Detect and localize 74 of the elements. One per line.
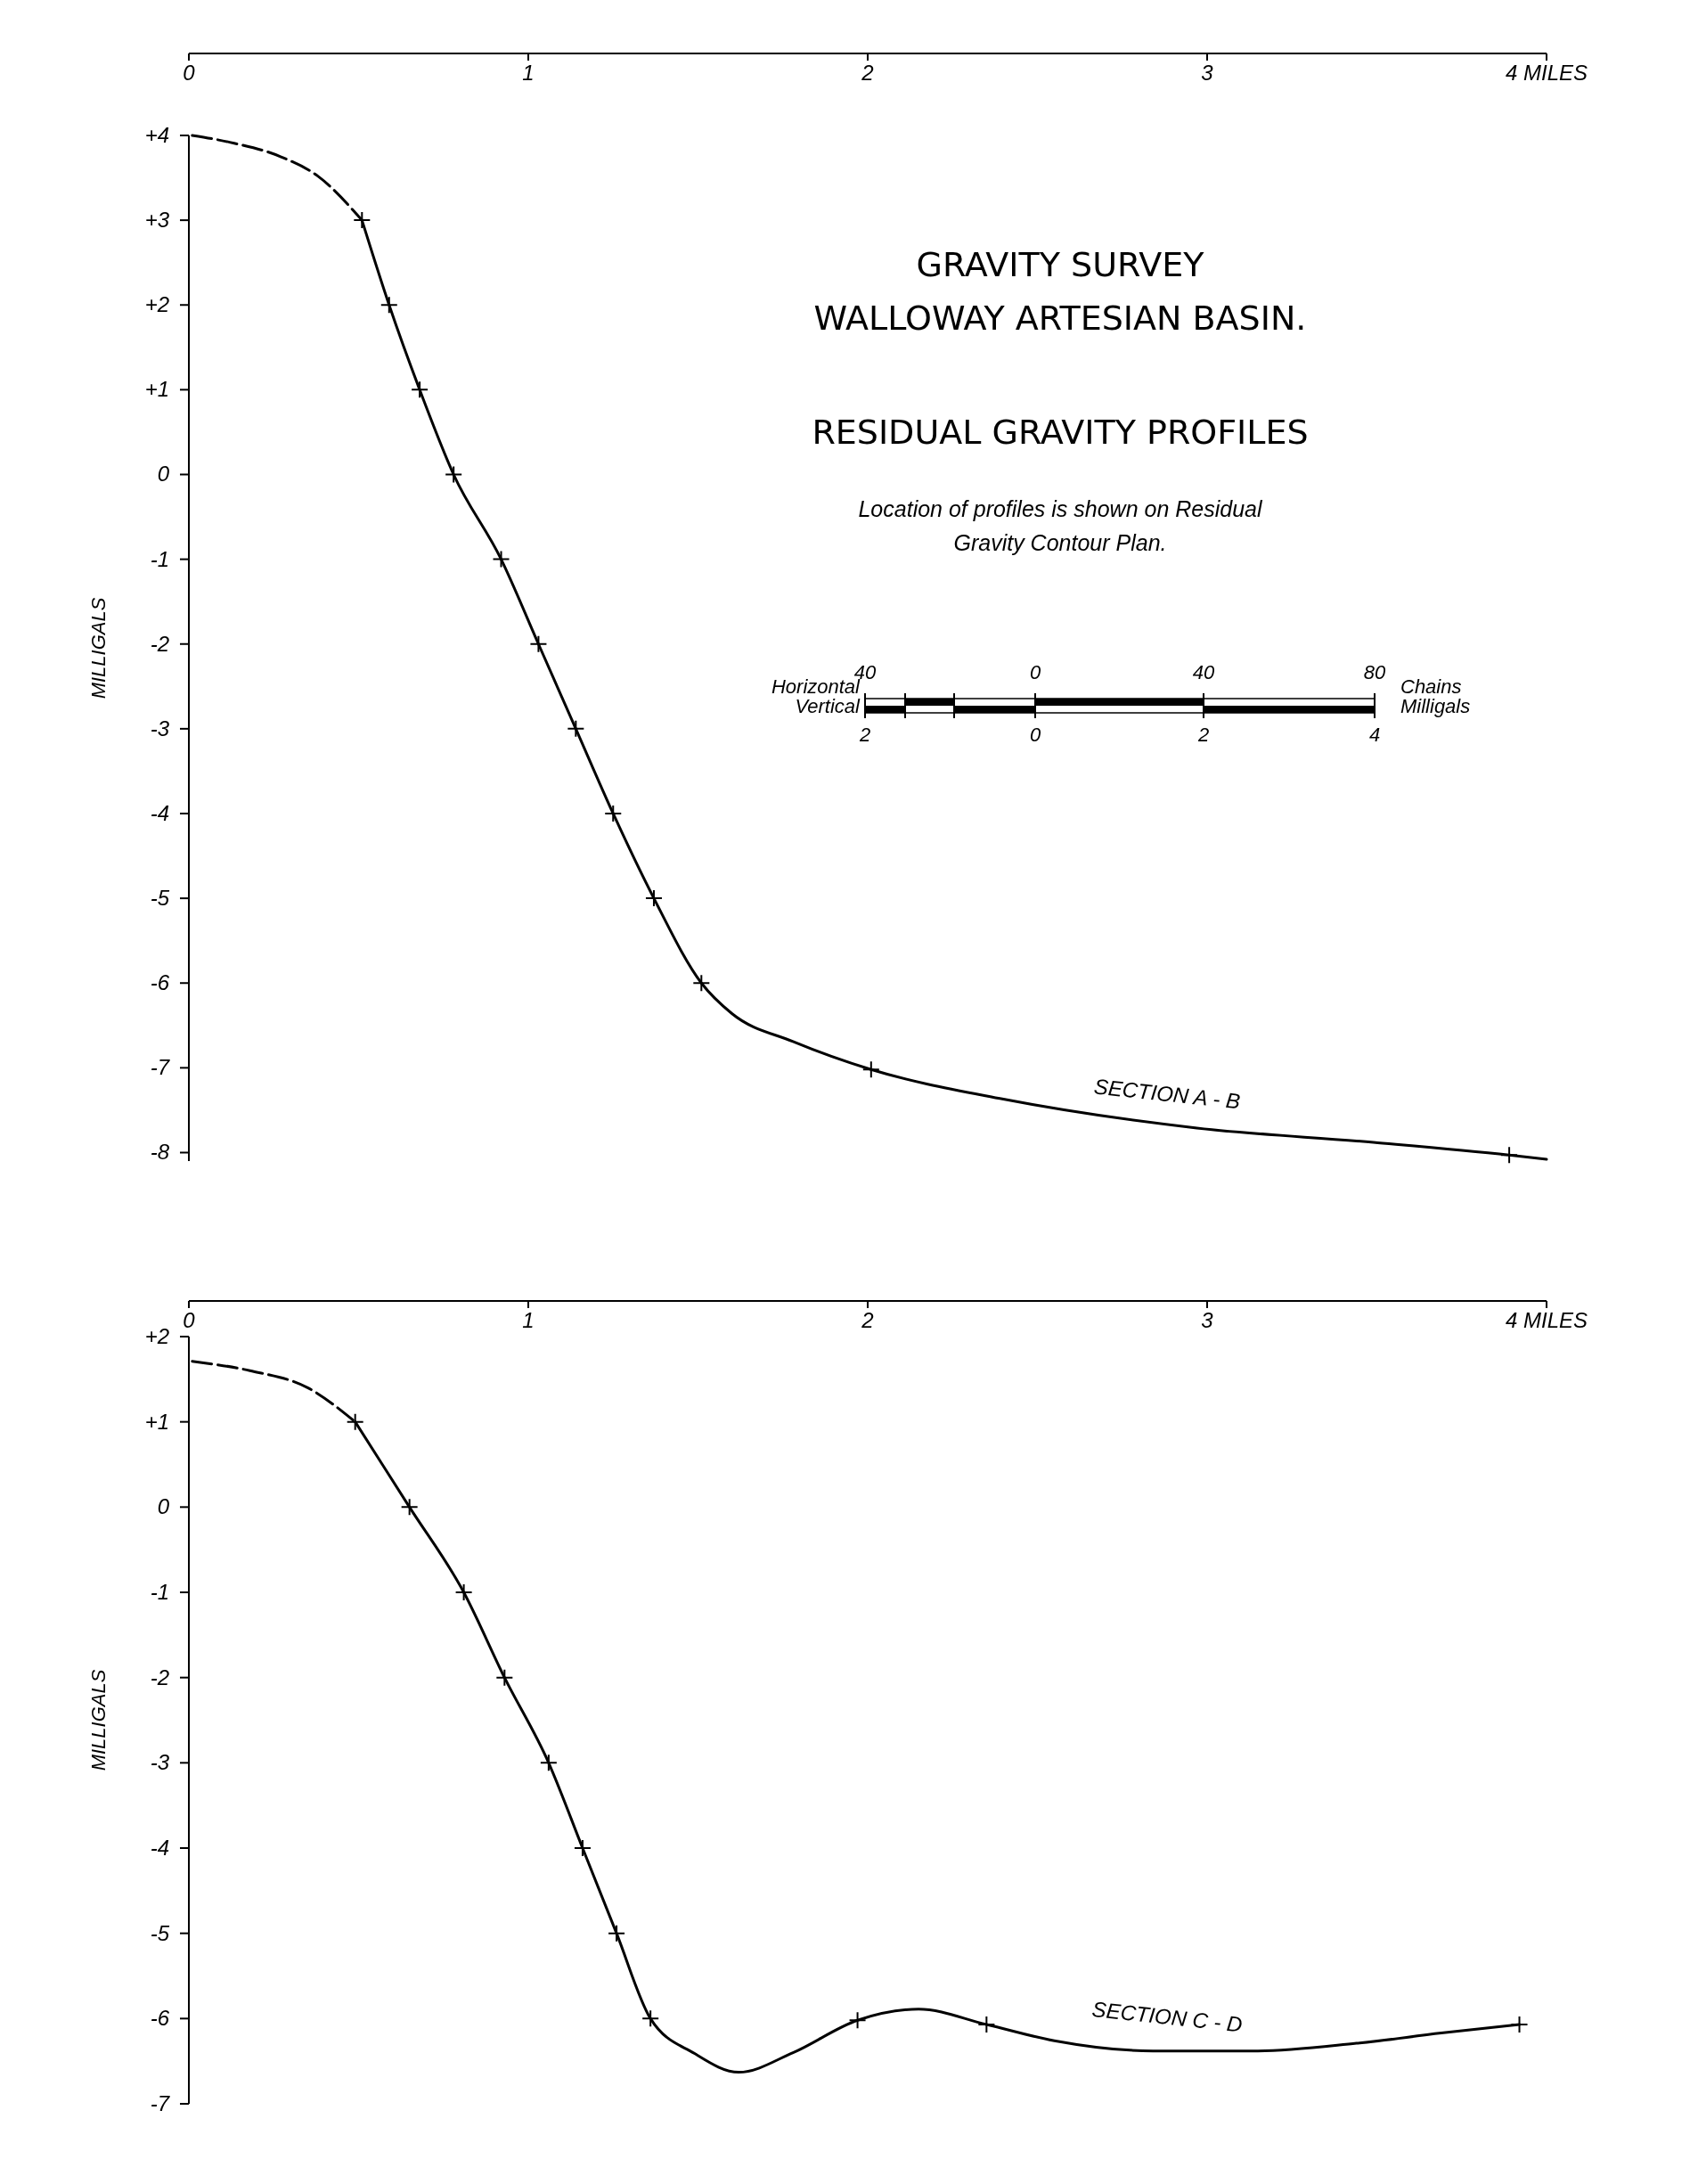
y-tick-label: -6 (150, 970, 170, 995)
y-tick-label: +2 (144, 292, 169, 317)
y-tick-label: +1 (144, 1409, 169, 1434)
point (641, 2009, 660, 2028)
point (848, 2011, 867, 2030)
point (411, 380, 429, 399)
point (567, 719, 585, 738)
point (692, 974, 711, 993)
annotation: Milligals (1400, 695, 1471, 717)
text: WALLOWAY ARTESIAN BASIN. (813, 299, 1307, 338)
annotation: Chains (1400, 675, 1462, 698)
point (1510, 2016, 1529, 2034)
point (861, 1060, 880, 1079)
y-tick-label: -1 (150, 1580, 169, 1604)
x-tick-label: 4 MILES (1505, 61, 1588, 85)
annotation: Location of profiles is shown on Residual Gravity Contour Plan. (858, 496, 1263, 555)
y-tick-label: -3 (150, 1750, 170, 1775)
x-tick-label: 1 (522, 61, 535, 85)
x-tick-label: 1 (522, 1308, 535, 1332)
point (492, 550, 510, 568)
point (400, 1498, 419, 1517)
text: SECTION C - D (1090, 1996, 1244, 2037)
y-tick-label: 0 (157, 1494, 170, 1519)
y-axis-title: MILLIGALS (87, 1669, 110, 1771)
point (353, 211, 371, 230)
y-tick-label: +4 (144, 123, 169, 147)
point (454, 1583, 473, 1601)
x-tick-label: 0 (183, 61, 196, 85)
x-tick-label: 2 (861, 61, 874, 85)
point (380, 296, 398, 315)
annotation: RESIDUAL GRAVITY PROFILES (812, 413, 1309, 452)
annotation: 40 (1192, 661, 1215, 683)
y-tick-label: +1 (144, 377, 169, 402)
point (346, 1412, 364, 1431)
x-tick-label: 2 (861, 1308, 874, 1332)
x-tick-label: 0 (183, 1308, 196, 1332)
y-tick-label: -2 (150, 631, 169, 656)
point (604, 804, 623, 822)
point (977, 2016, 996, 2034)
point (608, 1924, 626, 1943)
point (573, 1839, 592, 1857)
point (445, 465, 463, 484)
y-tick-label: -5 (150, 1920, 170, 1945)
y-tick-label: -6 (150, 2006, 170, 2031)
annotation: Vertical (795, 695, 861, 717)
y-axis-title: MILLIGALS (87, 597, 110, 699)
annotation: 80 (1363, 661, 1386, 683)
y-tick-label: -2 (150, 1665, 169, 1689)
y-tick-label: -5 (150, 886, 170, 911)
x-tick-label: 3 (1201, 61, 1214, 85)
annotation: 2 (1196, 724, 1210, 746)
point (644, 889, 663, 908)
y-tick-label: +3 (144, 208, 170, 233)
y-tick-label: -4 (150, 800, 169, 825)
point (1500, 1146, 1519, 1165)
y-tick-label: -4 (150, 1836, 169, 1860)
y-tick-label: -7 (150, 1055, 171, 1080)
annotation: 0 (1029, 724, 1041, 746)
y-tick-label: -8 (150, 1140, 170, 1165)
point (529, 634, 548, 653)
text: SECTION A - B (1092, 1074, 1242, 1114)
annotation: 0 (1029, 661, 1041, 683)
x-tick-label: 4 MILES (1505, 1308, 1588, 1332)
point (495, 1668, 514, 1687)
y-tick-label: +2 (144, 1324, 169, 1348)
y-tick-label: -7 (150, 2091, 171, 2115)
text: GRAVITY SURVEY (916, 245, 1205, 284)
annotation: 2 (858, 724, 871, 746)
y-tick-label: 0 (157, 462, 170, 487)
annotation: 4 (1368, 724, 1381, 746)
y-tick-label: -3 (150, 716, 170, 740)
point (539, 1754, 558, 1772)
y-tick-label: -1 (150, 546, 169, 571)
x-tick-label: 3 (1201, 1308, 1214, 1332)
